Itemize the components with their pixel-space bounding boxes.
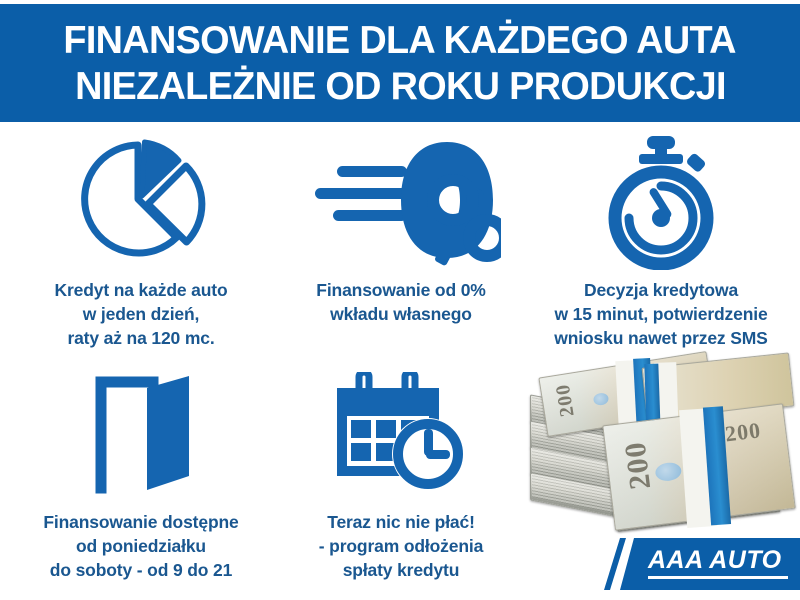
logo-text: AAA AUTO [648,546,782,574]
pie-chart-icon [75,132,207,272]
calendar-clock-icon [331,364,471,504]
feature-item-credit-any-car: Kredyt na każde auto w jeden dzień, raty… [8,132,274,364]
feature-grid: Kredyt na każde auto w jeden dzień, raty… [0,126,800,600]
logo-background [620,538,800,590]
feature-caption: Decyzja kredytowa w 15 minut, potwierdze… [554,280,768,348]
headline-line-2: NIEZALEŻNIE OD ROKU PRODUKCJI [74,65,726,108]
banknote-hologram [592,392,610,407]
feature-caption: Teraz nic nie płać! - program odłożenia … [318,512,484,580]
banknote-stacks-image: 200 200 200 [524,351,800,548]
stopwatch-icon [595,132,727,272]
feature-caption: Finansowanie od 0% wkładu własnego [316,280,486,324]
header-banner: FINANSOWANIE DLA KAŻDEGO AUTA NIEZALEŻNI… [0,4,800,122]
headline-line-1: FINANSOWANIE DLA KAŻDEGO AUTA [63,19,737,62]
zero-percent-icon [301,132,501,272]
feature-item-fast-decision: Decyzja kredytowa w 15 minut, potwierdze… [528,132,794,364]
logo-underline [648,576,788,579]
banknote-bundle-front: 200 200 [602,403,796,531]
feature-caption: Finansowanie dostępne od poniedziałku do… [43,512,239,580]
banknote-hologram [654,461,683,483]
open-door-icon [77,364,205,504]
feature-caption: Kredyt na każde auto w jeden dzień, raty… [54,280,228,348]
feature-item-zero-down-payment: Finansowanie od 0% wkładu własnego [268,132,534,364]
banknote-band-blue [644,363,661,425]
aaa-auto-logo[interactable]: AAA AUTO [604,538,800,590]
feature-item-opening-hours: Finansowanie dostępne od poniedziałku do… [8,364,274,594]
feature-item-deferred-payment: Teraz nic nie płać! - program odłożenia … [268,364,534,594]
